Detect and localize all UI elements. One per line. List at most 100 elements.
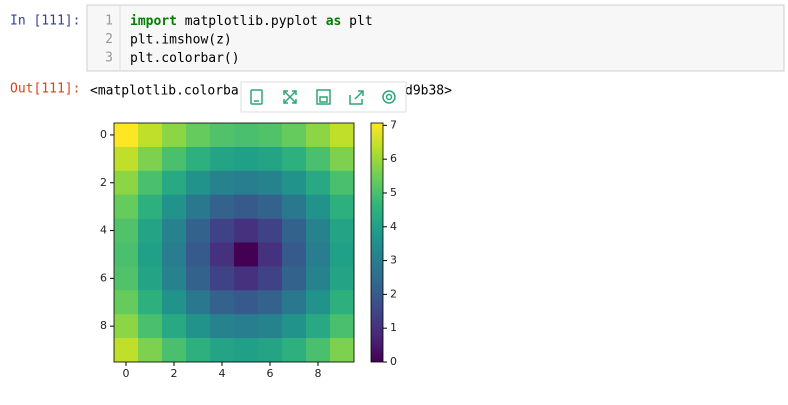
heat-cell [114,218,139,243]
heat-cell [186,338,211,363]
icon-share[interactable] [349,90,364,105]
heat-cell [330,123,355,148]
heat-cell [282,290,307,315]
heat-cell [282,314,307,339]
heat-cell [234,123,259,148]
heat-cell [330,146,355,172]
code-line: plt.imshow(z) [130,32,232,47]
heat-cell [186,314,211,339]
heat-cell [234,266,259,291]
heat-cell [330,218,355,243]
code-token: plt.colorbar() [130,51,240,66]
heat-cell [306,242,331,267]
heat-cell [258,290,283,315]
heat-cell [162,146,187,172]
heat-cell [306,338,331,363]
toolbar [240,81,407,113]
code-token: as [326,14,342,29]
plot-frame [113,122,355,363]
colorbar-tick-label: 5 [390,186,397,199]
heat-cell [162,218,187,243]
heat-cell [138,146,163,172]
heat-cell [210,146,235,172]
colorbar-tick-label: 6 [390,152,397,165]
heat-cell [210,242,235,267]
heat-cell [282,170,307,195]
heat-cell [330,314,355,339]
heat-cell [234,218,259,243]
heat-cell [114,242,139,267]
heat-cell [210,123,235,148]
code-line: import matplotlib.pyplot as plt [130,14,373,29]
heat-cell [234,338,259,363]
heat-cell [186,170,211,195]
heat-cell [306,146,331,172]
heat-cell [114,146,139,172]
colorbar-tick-label: 3 [390,254,397,267]
heat-cell [186,290,211,315]
x-tick-label: 6 [267,367,274,380]
y-tick-label: 4 [100,224,107,237]
heat-cell [210,290,235,315]
heat-cell [138,242,163,267]
heat-cell [186,218,211,243]
heat-cell [330,338,355,363]
heat-cell [114,266,139,291]
icon-settings[interactable] [382,90,396,104]
heat-cell [162,194,187,219]
heat-cell [306,170,331,195]
heat-cell [210,266,235,291]
heat-cell [306,218,331,243]
heat-cell [114,314,139,339]
x-tick-label: 8 [315,367,322,380]
heat-cell [210,194,235,219]
heat-cell [162,266,187,291]
code-cell[interactable] [86,4,785,72]
heat-cell [282,266,307,291]
heat-cell [162,123,187,148]
heat-cell [258,266,283,291]
heat-cell [234,146,259,172]
heat-cell [258,218,283,243]
heat-cell [114,170,139,195]
heat-cell [186,242,211,267]
heat-cell [330,194,355,219]
heat-cell [282,242,307,267]
icon-expand[interactable] [283,90,297,104]
line-number: 3 [105,51,113,66]
y-tick-label: 8 [100,319,107,332]
heat-cell [306,123,331,148]
heat-cell [138,218,163,243]
heat-cell [330,290,355,315]
colorbar-tick-label: 2 [390,287,397,300]
heat-cell [234,314,259,339]
heat-cell [306,290,331,315]
heat-cell [282,338,307,363]
heat-cell [162,314,187,339]
colorbar-tick-label: 0 [390,355,397,368]
y-tick-label: 0 [100,128,107,141]
heat-cell [138,170,163,195]
heat-cell [210,218,235,243]
heat-cell [234,194,259,219]
heat-cell [114,194,139,219]
heat-cell [186,266,211,291]
icon-save[interactable] [316,89,331,105]
icon-phone[interactable] [250,89,263,105]
heat-cell [210,314,235,339]
heat-cell [258,314,283,339]
x-tick-label: 0 [123,367,130,380]
heat-cell [186,194,211,219]
colorbar-tick-label: 7 [390,118,397,131]
heat-cell [258,338,283,363]
heat-cell [162,338,187,363]
heat-cell [258,242,283,267]
output-prompt: Out[111]: [10,82,80,97]
heat-cell [258,170,283,195]
heat-cell [114,290,139,315]
code-token: import [130,14,177,29]
line-number: 1 [105,14,113,29]
heat-cell [138,314,163,339]
colorbar-tick-label: 1 [390,321,397,334]
